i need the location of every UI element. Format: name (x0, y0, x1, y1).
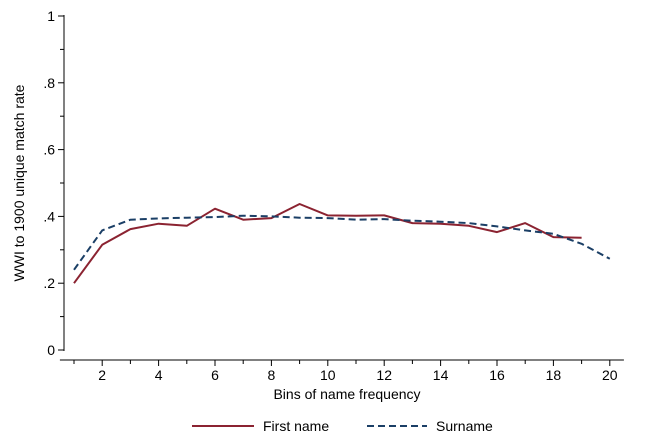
y-axis-label: WWI to 1900 unique match rate (11, 84, 27, 281)
y-axis: 0 .2 .4 .6 .8 1 (43, 8, 65, 358)
series-layer (73, 203, 611, 284)
y-tick-label: .6 (43, 142, 55, 158)
y-tick-label: 0 (47, 342, 55, 358)
x-tick-label: 18 (546, 367, 562, 383)
x-tick-label: 16 (489, 367, 505, 383)
y-tick-label: .4 (43, 208, 55, 224)
x-tick-label: 2 (98, 367, 106, 383)
series-line-first-name (73, 203, 582, 284)
legend: First name Surname (192, 418, 493, 434)
y-tick-label: .2 (43, 275, 55, 291)
x-tick-label: 20 (602, 367, 618, 383)
x-tick-label: 4 (155, 367, 163, 383)
x-tick-label: 14 (433, 367, 449, 383)
series-line-surname (73, 214, 611, 271)
y-tick-label: 1 (47, 8, 55, 24)
legend-label-first-name: First name (263, 418, 329, 434)
x-tick-label: 12 (376, 367, 392, 383)
x-tick-label: 10 (320, 367, 336, 383)
legend-label-surname: Surname (436, 418, 493, 434)
x-tick-label: 6 (211, 367, 219, 383)
x-axis-label: Bins of name frequency (273, 386, 420, 402)
x-axis: 2 4 6 8 10 12 14 16 18 20 (59, 359, 624, 383)
x-tick-label: 8 (268, 367, 276, 383)
y-tick-label: .8 (43, 75, 55, 91)
